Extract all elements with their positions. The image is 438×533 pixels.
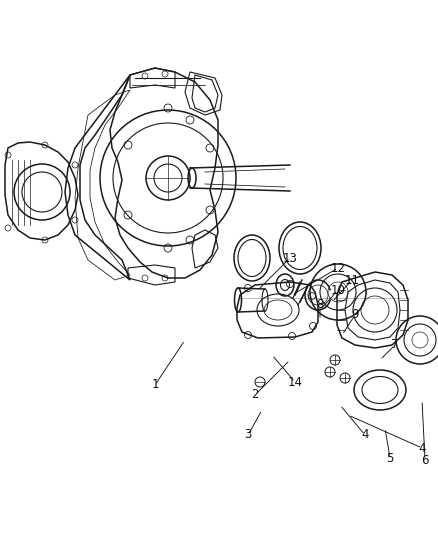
Text: 9: 9: [351, 309, 359, 321]
Text: 12: 12: [331, 262, 346, 274]
Text: 1: 1: [151, 378, 159, 392]
Text: 3: 3: [244, 429, 252, 441]
Text: 7: 7: [391, 338, 399, 351]
Text: 5: 5: [386, 451, 394, 464]
Text: 11: 11: [345, 273, 360, 287]
Text: 4: 4: [418, 441, 426, 455]
Text: 2: 2: [251, 389, 259, 401]
Text: 10: 10: [331, 284, 346, 296]
Text: 13: 13: [283, 252, 297, 264]
Text: 6: 6: [421, 454, 429, 466]
Text: 14: 14: [287, 376, 303, 389]
Text: 4: 4: [361, 429, 369, 441]
Text: 8: 8: [316, 298, 324, 311]
